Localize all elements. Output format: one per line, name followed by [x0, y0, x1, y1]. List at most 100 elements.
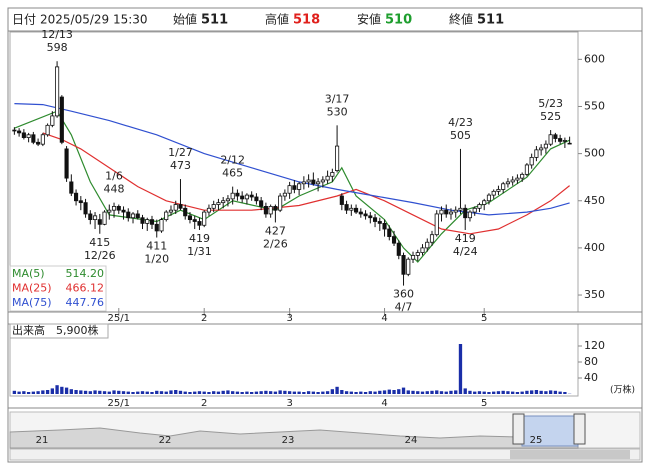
navigator-window[interactable]	[521, 415, 579, 447]
navigator-year: 24	[405, 435, 418, 446]
candle-body	[501, 183, 506, 190]
annotation-value: 419	[189, 232, 210, 245]
candle-body	[368, 215, 373, 219]
candle-body	[558, 138, 563, 142]
candle-body	[40, 134, 45, 145]
legend-name: MA(75)	[12, 296, 52, 309]
volume-bar	[325, 391, 330, 394]
candle-body	[206, 207, 212, 213]
volume-bar	[306, 391, 311, 394]
volume-bar	[501, 390, 505, 394]
candle-body	[344, 204, 349, 211]
candle-body	[111, 206, 117, 211]
candle-body	[339, 195, 344, 205]
volume-bar	[330, 389, 334, 394]
candle-body	[448, 211, 454, 215]
candle-body	[444, 209, 449, 215]
x-tick-label: 5	[481, 313, 487, 324]
legend-box	[9, 265, 107, 312]
candle-body	[325, 175, 330, 181]
navigator-handle[interactable]	[573, 413, 586, 445]
datetime: 2025/05/29 15:30	[40, 13, 148, 27]
volume-bar	[107, 391, 111, 394]
candle-body	[425, 241, 430, 249]
candle-body	[26, 134, 31, 138]
candle-body	[387, 228, 392, 237]
volume-bar	[387, 389, 391, 394]
volume-bar	[392, 390, 396, 394]
candle-body	[230, 192, 235, 200]
y-tick-label: 500	[584, 147, 605, 160]
candle-body	[116, 206, 121, 211]
annotation-value: 448	[104, 183, 125, 196]
candle-body	[391, 236, 397, 244]
navigator-year: 23	[282, 435, 295, 446]
candle-body	[273, 206, 278, 211]
candle-body	[145, 219, 150, 224]
volume-bar	[45, 390, 50, 394]
low: 510	[385, 13, 412, 28]
candle-body	[491, 190, 496, 196]
volume-bar	[359, 391, 363, 394]
candle-body	[306, 179, 311, 183]
candle-body	[543, 143, 548, 149]
candle-body	[216, 202, 221, 205]
volume-bar	[335, 386, 339, 394]
volume-bar	[60, 386, 64, 394]
navigator-handle[interactable]	[512, 413, 525, 445]
candle-body	[249, 194, 254, 198]
volume-bar	[216, 391, 221, 394]
y-tick-label: 550	[584, 99, 605, 112]
volume-bar	[193, 391, 197, 394]
annotation-date: 4/7	[395, 301, 413, 314]
candle-body	[135, 213, 140, 219]
volume-bar	[150, 392, 154, 394]
volume-bar	[363, 392, 368, 394]
candle-body	[74, 192, 79, 202]
volume-bar	[197, 391, 202, 394]
legend-value: 447.76	[66, 296, 105, 309]
candle-body	[88, 213, 93, 221]
moving-average	[14, 110, 570, 263]
volume-bar	[41, 390, 45, 394]
volume-bar	[468, 390, 472, 394]
candle-body	[244, 194, 249, 200]
candle-body	[458, 207, 463, 211]
candle-body	[36, 141, 41, 145]
volume-bar	[226, 390, 230, 394]
volume-bar	[430, 390, 434, 394]
volume-bar	[83, 390, 88, 394]
volume-bar	[178, 390, 183, 394]
annotation-value: 427	[265, 224, 286, 237]
candle-body	[434, 213, 439, 236]
candle-body	[415, 252, 420, 256]
volume-bar	[188, 392, 192, 394]
navigator-year: 22	[159, 435, 172, 446]
volume-bar	[202, 391, 206, 394]
scrollbar-thumb[interactable]	[510, 450, 630, 459]
scrollbar[interactable]	[9, 448, 641, 461]
x-tick-label: 2	[201, 398, 207, 409]
candle-body	[83, 202, 88, 215]
candle-body	[486, 194, 492, 202]
candle-body	[372, 217, 378, 222]
annotation-value: 465	[222, 167, 243, 180]
volume-bar	[449, 390, 453, 394]
annotation-date: 3/17	[325, 92, 350, 105]
candle-body	[192, 219, 197, 222]
candle-body	[107, 209, 112, 213]
volume-bar	[340, 390, 344, 394]
volume-bar	[235, 391, 240, 394]
candle-body	[45, 124, 50, 136]
volume-bar	[259, 391, 263, 394]
volume-bar	[401, 387, 406, 394]
candle-body	[197, 221, 202, 226]
volume-bar	[302, 392, 306, 394]
x-tick-label: 25/1	[108, 398, 130, 409]
volume-bar	[406, 390, 410, 394]
volume-bar	[349, 391, 353, 394]
y-tick-label: 120	[584, 339, 605, 352]
volume-bar	[74, 390, 78, 394]
candle-body	[410, 255, 416, 260]
